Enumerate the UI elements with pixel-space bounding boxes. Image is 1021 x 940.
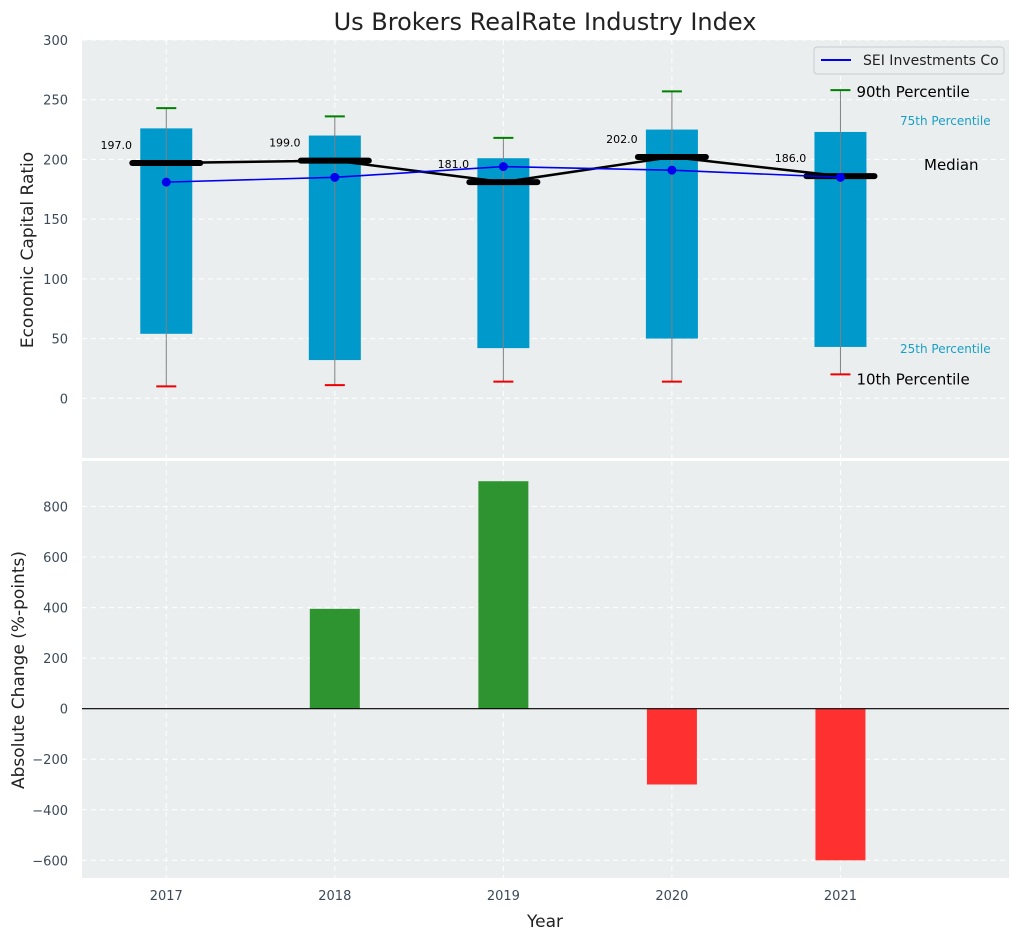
company-point [667, 165, 677, 175]
legend: SEI Investments Co [813, 46, 1005, 75]
annotation-75th: 75th Percentile [900, 114, 991, 128]
top-y-tick-label: 300 [43, 34, 68, 49]
bottom-y-axis-label: Absolute Change (%-points) [9, 551, 29, 789]
change-bar [309, 608, 360, 709]
x-tick-label: 2019 [487, 889, 520, 904]
bottom-y-tick-label: 200 [43, 652, 68, 667]
legend-label: SEI Investments Co [863, 53, 999, 69]
annotation-90th: 90th Percentile [856, 83, 969, 101]
chart-title: Us Brokers RealRate Industry Index [334, 8, 757, 36]
median-value-label: 197.0 [101, 139, 133, 152]
legend-box [813, 46, 1005, 75]
company-point [161, 177, 171, 187]
x-tick-label: 2017 [150, 889, 183, 904]
x-tick-label: 2018 [318, 889, 351, 904]
company-point [835, 172, 845, 182]
company-point [498, 162, 508, 172]
median-line [166, 155, 841, 184]
bottom-plot-background [82, 461, 1009, 878]
bottom-panel: −600 −400 −200 0 200 400 600 800 2017 2018 2019 202… [32, 461, 1009, 904]
annotation-10th: 10th Percentile [856, 370, 969, 388]
median-value-label: 202.0 [606, 133, 638, 146]
company-point [330, 172, 340, 182]
change-bar [815, 708, 866, 861]
annotation-median: Median [924, 156, 979, 174]
bottom-y-tick-label: 400 [43, 602, 68, 617]
change-bar [478, 481, 529, 709]
bottom-y-tick-label: 600 [43, 551, 68, 566]
top-y-axis-label: Economic Capital Ratio [18, 152, 38, 348]
bottom-y-tick-label: −400 [32, 804, 68, 819]
top-panel: 0 50 100 150 200 250 300 197.0 199.0 181.0 202.0 18… [43, 34, 1009, 458]
bottom-y-tick-label: 800 [43, 500, 68, 515]
x-tick-label: 2020 [655, 889, 688, 904]
median-value-label: 199.0 [269, 137, 301, 150]
top-y-tick-label: 100 [43, 273, 68, 288]
bottom-y-tick-label: −200 [32, 753, 68, 768]
top-y-tick-label: 150 [43, 213, 68, 228]
top-y-tick-label: 50 [51, 333, 68, 348]
top-y-tick-label: 0 [60, 392, 68, 407]
x-tick-label: 2021 [824, 889, 857, 904]
top-y-tick-label: 200 [43, 153, 68, 168]
change-bar [646, 708, 697, 785]
top-plot-background [82, 40, 1009, 458]
median-value-label: 181.0 [438, 158, 470, 171]
annotation-25th: 25th Percentile [900, 342, 991, 356]
bottom-y-tick-label: −600 [32, 854, 68, 869]
median-value-label: 186.0 [775, 152, 807, 165]
x-axis-label: Year [526, 912, 563, 932]
bottom-y-tick-label: 0 [60, 703, 68, 718]
top-y-tick-label: 250 [43, 94, 68, 109]
